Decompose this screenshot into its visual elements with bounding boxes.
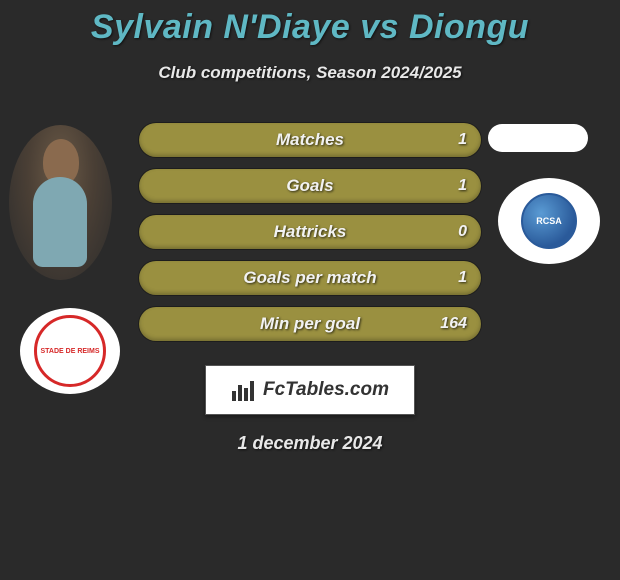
stat-label: Matches <box>276 130 344 150</box>
stat-label: Hattricks <box>274 222 347 242</box>
stat-row-goals: Goals 1 <box>139 169 481 203</box>
stat-value: 1 <box>458 177 467 195</box>
brand-bars-icon <box>231 379 257 401</box>
brand-box: FcTables.com <box>205 365 415 415</box>
stats-area: Matches 1 Goals 1 Hattricks 0 Goals per … <box>0 123 620 341</box>
stat-label: Min per goal <box>260 314 360 334</box>
stat-label: Goals per match <box>243 268 376 288</box>
brand-text: FcTables.com <box>263 379 389 401</box>
stat-label: Goals <box>286 176 333 196</box>
stat-value: 0 <box>458 223 467 241</box>
subtitle: Club competitions, Season 2024/2025 <box>0 63 620 83</box>
date-text: 1 december 2024 <box>0 433 620 454</box>
stat-row-goals-per-match: Goals per match 1 <box>139 261 481 295</box>
stat-value: 164 <box>440 315 467 333</box>
page-title: Sylvain N'Diaye vs Diongu <box>0 0 620 47</box>
stat-row-hattricks: Hattricks 0 <box>139 215 481 249</box>
stat-value: 1 <box>458 269 467 287</box>
stat-row-matches: Matches 1 <box>139 123 481 157</box>
stat-value: 1 <box>458 131 467 149</box>
stat-row-min-per-goal: Min per goal 164 <box>139 307 481 341</box>
